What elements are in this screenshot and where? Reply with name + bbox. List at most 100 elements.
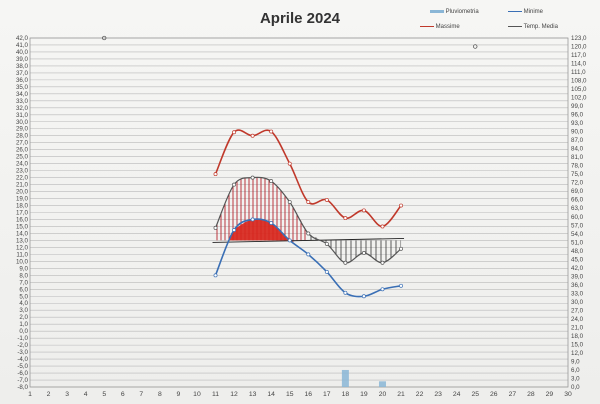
y-left-tick-label: 13,0 (16, 237, 29, 244)
data-point (343, 216, 348, 221)
data-point (324, 269, 329, 274)
x-tick-label: 21 (397, 391, 405, 398)
data-point (306, 252, 311, 257)
y-right-tick-label: 60,0 (571, 214, 584, 221)
y-left-tick-label: 21,0 (16, 182, 29, 189)
y-left-tick-label: 20,0 (16, 189, 29, 196)
legend-swatch (430, 9, 444, 13)
y-right-tick-label: 117,0 (571, 52, 587, 59)
y-right-tick-label: 15,0 (571, 341, 584, 348)
legend-item-massime: Massime (420, 24, 460, 30)
y-right-tick-label: 75,0 (571, 171, 584, 178)
data-point (361, 208, 366, 213)
y-right-tick-label: 27,0 (571, 307, 584, 314)
cool-hatch-area (308, 233, 402, 263)
y-right-tick-label: 3,0 (571, 375, 580, 382)
data-point (361, 251, 366, 255)
rain-bar (378, 381, 386, 387)
x-tick-label: 29 (546, 391, 554, 398)
y-right-tick-label: 105,0 (571, 86, 587, 93)
y-right-tick-label: 84,0 (571, 146, 584, 153)
y-right-tick-label: 72,0 (571, 180, 584, 187)
x-tick-label: 20 (379, 391, 387, 398)
x-tick-label: 2 (47, 391, 51, 398)
data-point (250, 217, 255, 222)
y-left-tick-label: -7,0 (17, 377, 28, 384)
y-right-tick-label: 93,0 (571, 120, 584, 127)
x-tick-label: 6 (121, 391, 125, 398)
y-left-tick-label: 33,0 (16, 98, 29, 105)
legend-item-pluviometria: Pluviometria (430, 9, 479, 15)
y-left-tick-label: 39,0 (16, 56, 29, 63)
y-left-tick-label: 34,0 (16, 91, 29, 98)
y-left-tick-label: 19,0 (16, 196, 29, 203)
rain-bar (341, 369, 349, 387)
y-right-tick-label: 42,0 (571, 265, 584, 272)
x-tick-label: 7 (139, 391, 143, 398)
y-left-tick-label: 1,0 (19, 321, 28, 328)
plot-frame (29, 37, 569, 388)
y-left-tick-label: 22,0 (16, 175, 29, 182)
data-point (399, 283, 403, 288)
x-tick-label: 5 (102, 391, 106, 398)
y-right-tick-label: 78,0 (571, 163, 584, 170)
legend-swatch (508, 25, 522, 28)
x-tick-label: 22 (416, 391, 424, 398)
x-tick-label: 10 (193, 391, 201, 398)
y-right-tick-label: 102,0 (571, 95, 587, 102)
y-right-tick-label: 108,0 (571, 78, 587, 85)
y-left-tick-label: 3,0 (19, 307, 28, 314)
y-left-tick-label: 12,0 (16, 244, 29, 251)
x-tick-label: 25 (471, 391, 479, 398)
data-point (232, 130, 237, 135)
x-tick-label: 27 (509, 391, 517, 398)
y-left-tick-label: 2,0 (19, 314, 28, 321)
y-left-tick-label: 4,0 (19, 300, 28, 307)
x-tick-label: 9 (177, 391, 181, 398)
y-right-tick-label: 45,0 (571, 256, 584, 263)
x-tick-label: 4 (84, 391, 88, 398)
legend-label: Temp. Media (523, 24, 558, 30)
y-left-tick-label: 16,0 (16, 216, 29, 223)
y-left-tick-label: 32,0 (16, 105, 29, 112)
y-right-tick-label: 99,0 (571, 103, 584, 110)
y-left-tick-label: 38,0 (16, 63, 29, 70)
x-tick-label: 30 (564, 391, 572, 398)
data-point (380, 224, 385, 229)
y-right-tick-label: 12,0 (571, 350, 584, 357)
y-right-tick-label: 6,0 (571, 367, 580, 374)
legend-label: Massime (435, 24, 460, 30)
y-left-tick-label: 0,0 (19, 328, 28, 335)
reference-line (212, 237, 405, 243)
y-left-tick-label: 23,0 (16, 168, 29, 175)
y-right-tick-label: 33,0 (571, 290, 584, 297)
y-left-tick-label: 8,0 (19, 272, 28, 279)
y-right-tick-label: 90,0 (571, 129, 584, 136)
y-right-tick-label: 48,0 (571, 248, 584, 255)
y-left-tick-label: -4,0 (17, 356, 28, 363)
x-tick-label: 11 (212, 391, 219, 398)
y-left-tick-label: -3,0 (17, 349, 28, 356)
y-right-tick-label: 18,0 (571, 333, 584, 340)
y-left-tick-label: 24,0 (16, 161, 29, 168)
data-point (306, 231, 311, 236)
y-right-tick-label: 51,0 (571, 239, 584, 246)
y-left-tick-label: 30,0 (16, 119, 29, 126)
data-point (287, 161, 292, 166)
y-right-tick-label: 0,0 (571, 384, 580, 391)
data-point (269, 221, 274, 225)
data-point (343, 260, 348, 265)
y-right-tick-label: 69,0 (571, 188, 584, 195)
chart-title: Aprile 2024 (259, 10, 341, 27)
y-left-tick-label: 25,0 (16, 154, 29, 161)
x-tick-label: 12 (230, 391, 238, 398)
hot-fill-area (228, 219, 296, 242)
data-point (213, 172, 218, 177)
y-left-tick-label: 11,0 (16, 251, 28, 258)
y-left-tick-label: 41,0 (16, 42, 29, 49)
y-left-tick-label: 18,0 (16, 203, 29, 210)
data-point (250, 175, 255, 180)
y-left-tick-label: 5,0 (19, 293, 28, 300)
